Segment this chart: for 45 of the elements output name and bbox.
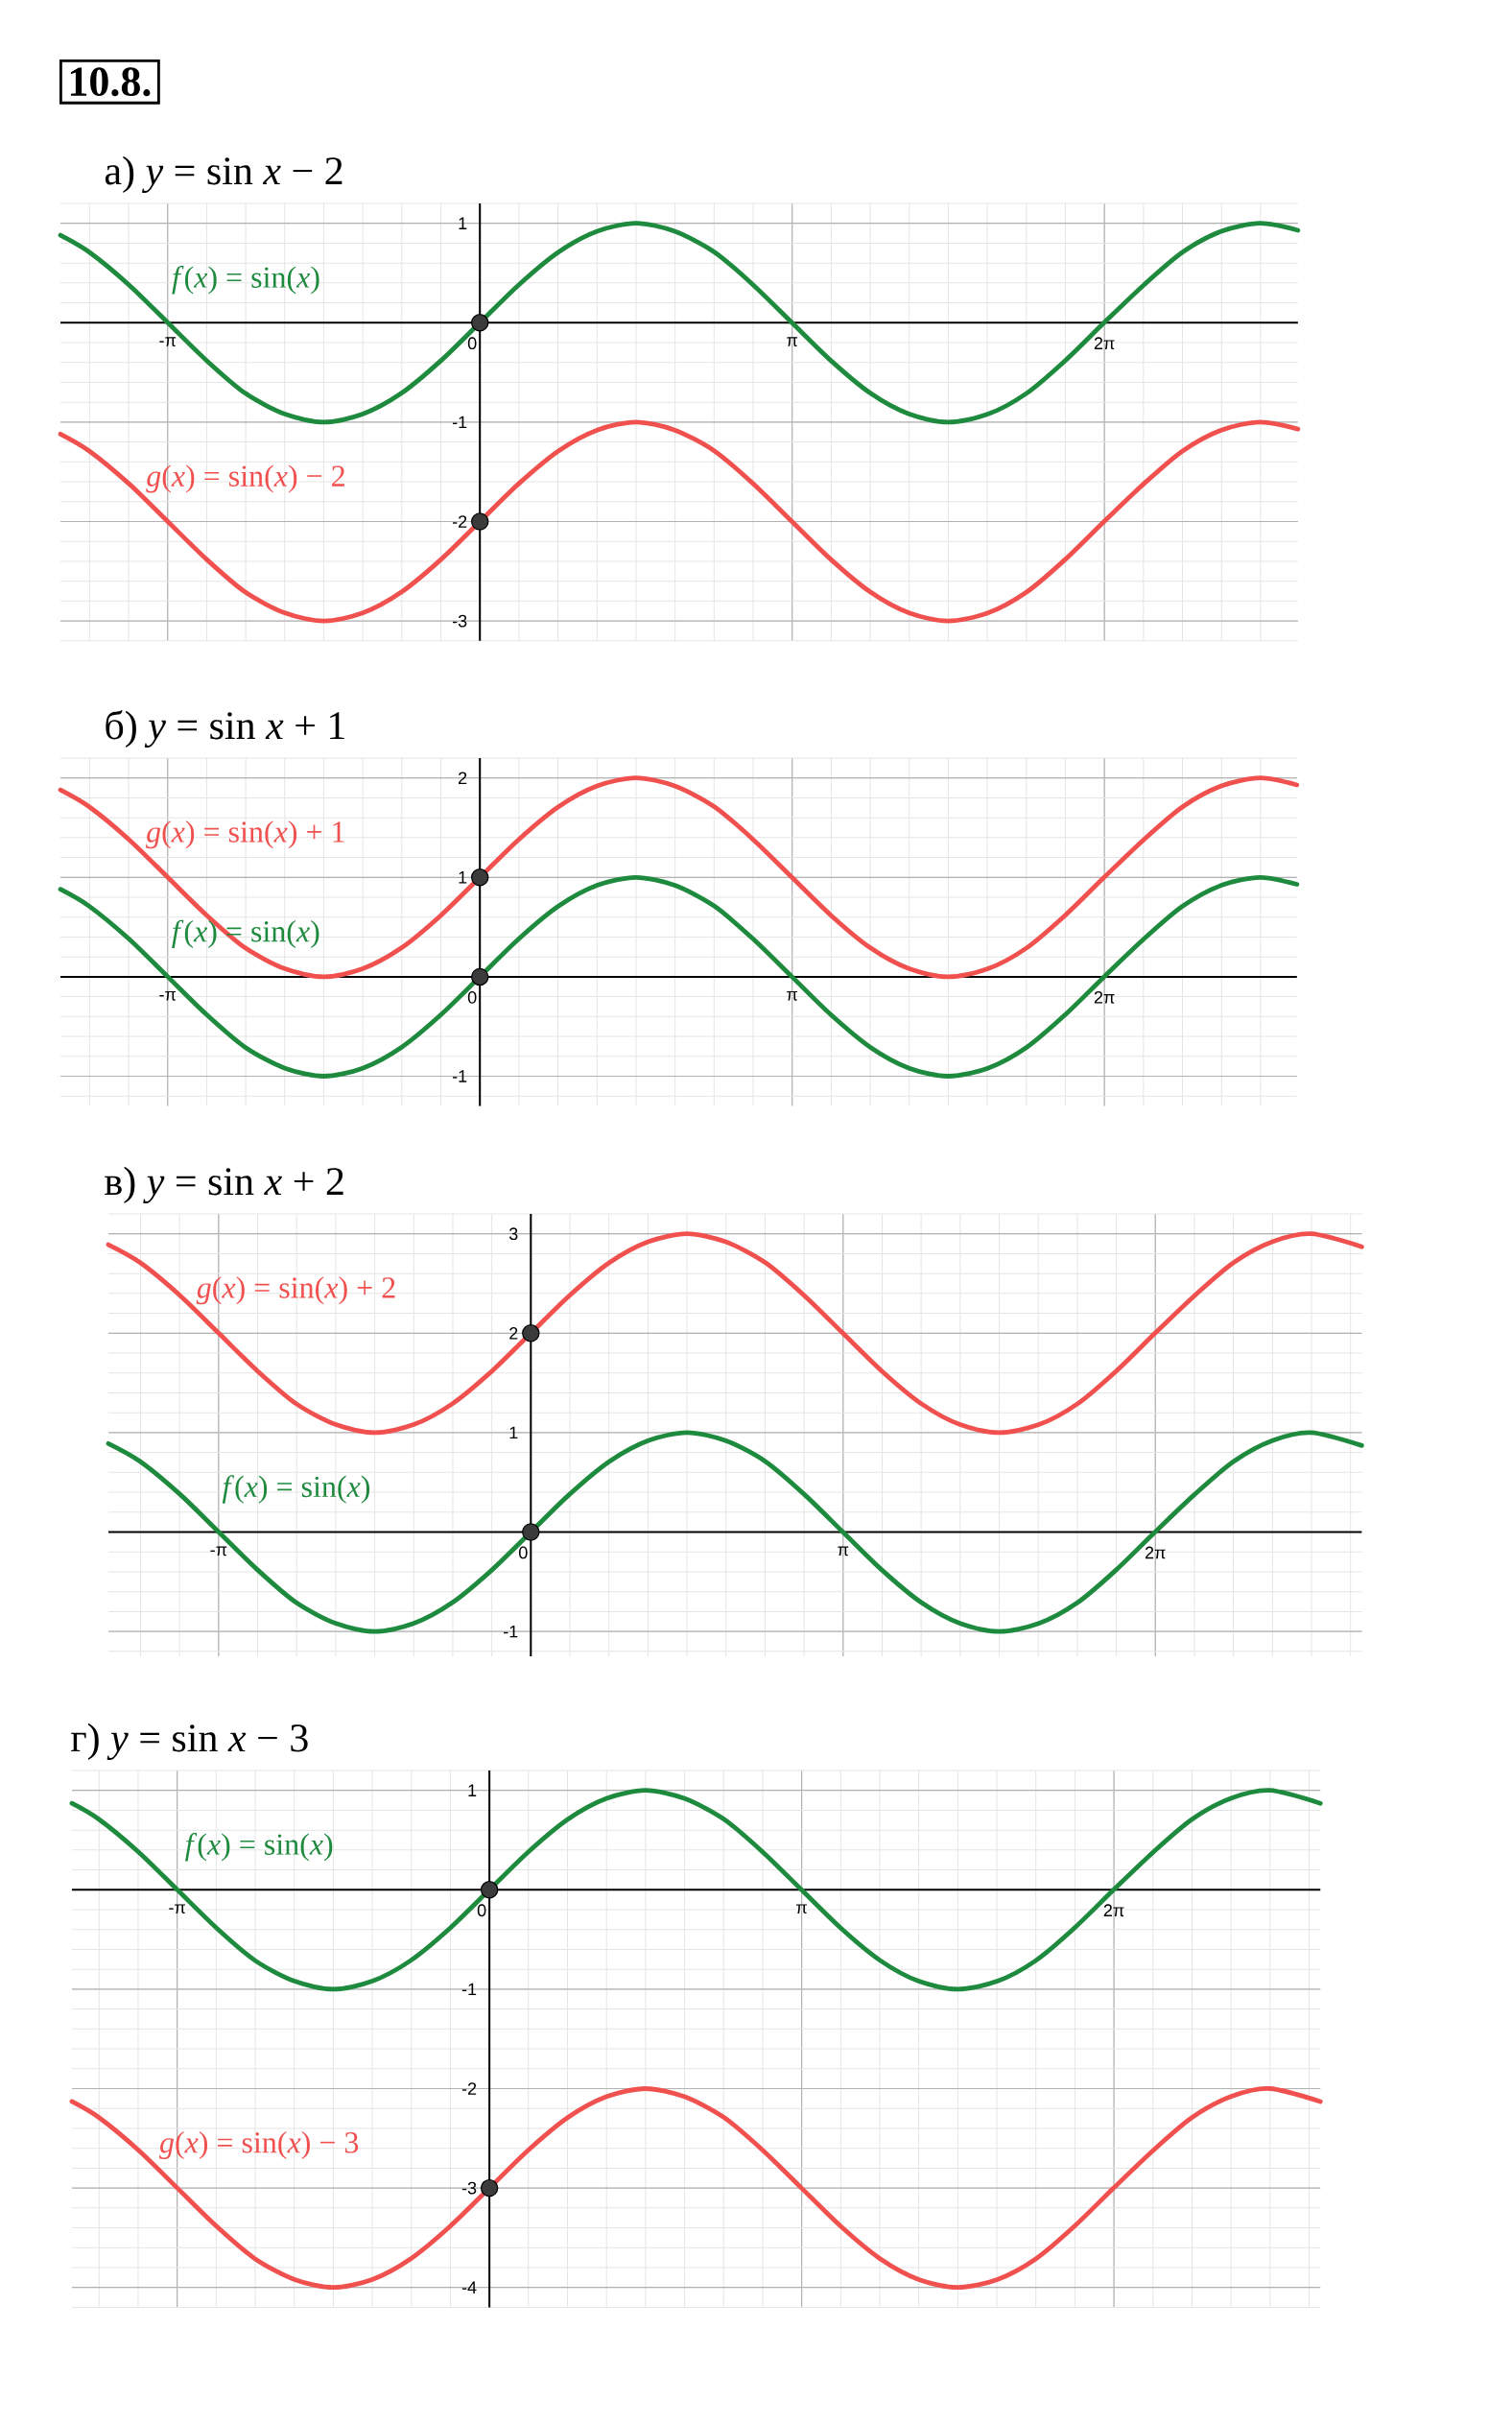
y-tick-label: -2 [452,515,467,528]
chart-title: г) y = sin x − 3 [71,1723,308,1761]
y-tick-label: 1 [468,1784,477,1796]
y-tick-label: 1 [509,1426,518,1439]
y-tick-label: -2 [461,2082,477,2095]
series-label: f(x) = sin(x) [185,1833,333,1862]
x-tick-label: -π [159,337,177,347]
series-label: g(x) = sin(x) + 2 [196,1276,395,1305]
series-label: f(x) = sin(x) [172,919,319,949]
x-tick-label: 0 [518,1546,528,1559]
series-label: f(x) = sin(x) [222,1475,370,1504]
series-label: f(x) = sin(x) [172,266,319,295]
series-label: g(x) = sin(x) − 3 [158,2131,359,2160]
y-tick-label: -3 [452,614,467,628]
y-tick-label: 2 [459,772,467,784]
chart-title: а) y = sin x − 2 [105,155,343,194]
y-tick-label: 3 [508,1227,518,1241]
x-tick-label: π [787,990,798,1001]
y-tick-label: -4 [461,2281,477,2293]
x-tick-label: π [796,1904,808,1914]
chart-title: б) y = sin x + 1 [106,709,344,749]
chart-title: в) y = sin x + 2 [105,1166,343,1204]
y-tick-label: -1 [452,416,467,429]
x-tick-label: 0 [467,337,477,350]
x-tick-label: π [838,1546,849,1557]
x-tick-label: 2π [1094,990,1115,1004]
x-tick-label: -π [169,1904,186,1914]
text: 10.8. [70,67,151,97]
y-tick-label: 1 [459,217,467,229]
y-tick-label: -1 [504,1625,518,1638]
y-tick-label: -1 [461,1983,477,1996]
x-tick-label: 0 [467,990,477,1004]
x-tick-label: 2π [1094,337,1115,350]
x-tick-label: 2π [1103,1904,1124,1917]
series-label: g(x) = sin(x) − 2 [146,464,344,493]
y-tick-label: -3 [461,2181,477,2195]
x-tick-label: -π [210,1546,227,1557]
series-label: g(x) = sin(x) + 1 [146,820,344,849]
y-tick-label: -1 [452,1070,467,1082]
x-tick-label: -π [159,990,177,1001]
y-tick-label: 1 [459,871,467,884]
x-tick-label: 0 [477,1904,486,1917]
y-tick-label: 2 [509,1327,518,1340]
x-tick-label: 2π [1145,1546,1166,1559]
x-tick-label: π [787,337,798,347]
